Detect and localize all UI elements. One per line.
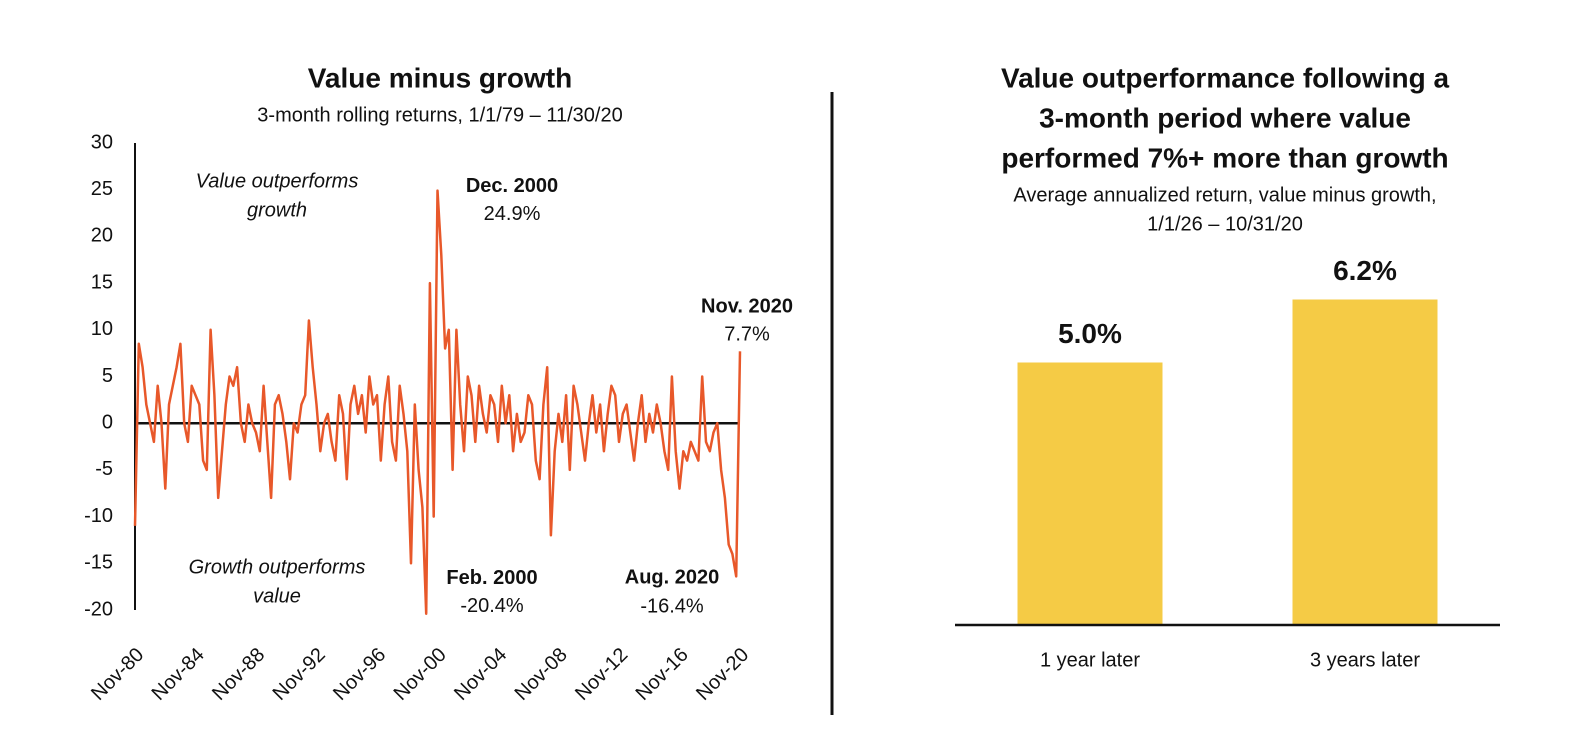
y-tick-label: -20 bbox=[84, 598, 113, 620]
y-tick-label: 30 bbox=[91, 131, 113, 153]
y-tick-label: -10 bbox=[84, 505, 113, 527]
x-tick-label: 1 year later bbox=[1040, 649, 1140, 671]
chart-subtitle: Average annualized return, value minus g… bbox=[1013, 184, 1436, 206]
x-tick-label: Nov-08 bbox=[511, 644, 572, 705]
x-tick-label: Nov-04 bbox=[450, 644, 511, 705]
annotation-label: Dec. 2000 bbox=[466, 175, 558, 197]
x-tick-label: Nov-80 bbox=[87, 644, 148, 705]
annotation-value: 24.9% bbox=[484, 203, 541, 225]
x-tick-label: Nov-16 bbox=[632, 644, 693, 705]
y-tick-label: 10 bbox=[91, 318, 113, 340]
chart-subtitle: 3-month rolling returns, 1/1/79 – 11/30/… bbox=[257, 104, 622, 126]
note: Value outperforms bbox=[196, 170, 359, 192]
annotation-label: Nov. 2020 bbox=[701, 296, 793, 318]
chart-title: performed 7%+ more than growth bbox=[1001, 142, 1448, 173]
chart-subtitle: 1/1/26 – 10/31/20 bbox=[1147, 213, 1303, 235]
chart-title: 3-month period where value bbox=[1039, 102, 1411, 133]
bar bbox=[1017, 362, 1163, 625]
value-label: 5.0% bbox=[1058, 318, 1122, 349]
x-tick-label: Nov-00 bbox=[390, 644, 451, 705]
y-tick-label: 20 bbox=[91, 225, 113, 247]
annotation-label: Aug. 2020 bbox=[625, 567, 719, 589]
x-tick-label: Nov-92 bbox=[269, 644, 330, 705]
chart-title: Value minus growth bbox=[308, 62, 572, 93]
chart-title: Value outperformance following a bbox=[1001, 62, 1449, 93]
y-tick-label: -15 bbox=[84, 552, 113, 574]
x-tick-label: 3 years later bbox=[1310, 649, 1420, 671]
annotation-value: 7.7% bbox=[724, 324, 770, 346]
line bbox=[133, 189, 742, 615]
note: growth bbox=[247, 199, 307, 221]
y-tick-label: 0 bbox=[102, 411, 113, 433]
annotation-value: -20.4% bbox=[460, 595, 524, 617]
annotation-label: Feb. 2000 bbox=[446, 567, 537, 589]
note: value bbox=[253, 585, 301, 607]
y-tick-label: 15 bbox=[91, 271, 113, 293]
x-tick-label: Nov-88 bbox=[208, 644, 269, 705]
y-tick-label: 5 bbox=[102, 365, 113, 387]
bar bbox=[1292, 299, 1438, 625]
value-label: 6.2% bbox=[1333, 255, 1397, 286]
y-tick-label: 25 bbox=[91, 178, 113, 200]
y-tick-label: -5 bbox=[95, 458, 113, 480]
annotation-value: -16.4% bbox=[640, 596, 704, 618]
x-tick-label: Nov-20 bbox=[692, 644, 753, 705]
x-tick-label: Nov-96 bbox=[329, 644, 390, 705]
x-tick-label: Nov-12 bbox=[571, 644, 632, 705]
x-tick-label: Nov-84 bbox=[148, 644, 209, 705]
note: Growth outperforms bbox=[189, 556, 366, 578]
